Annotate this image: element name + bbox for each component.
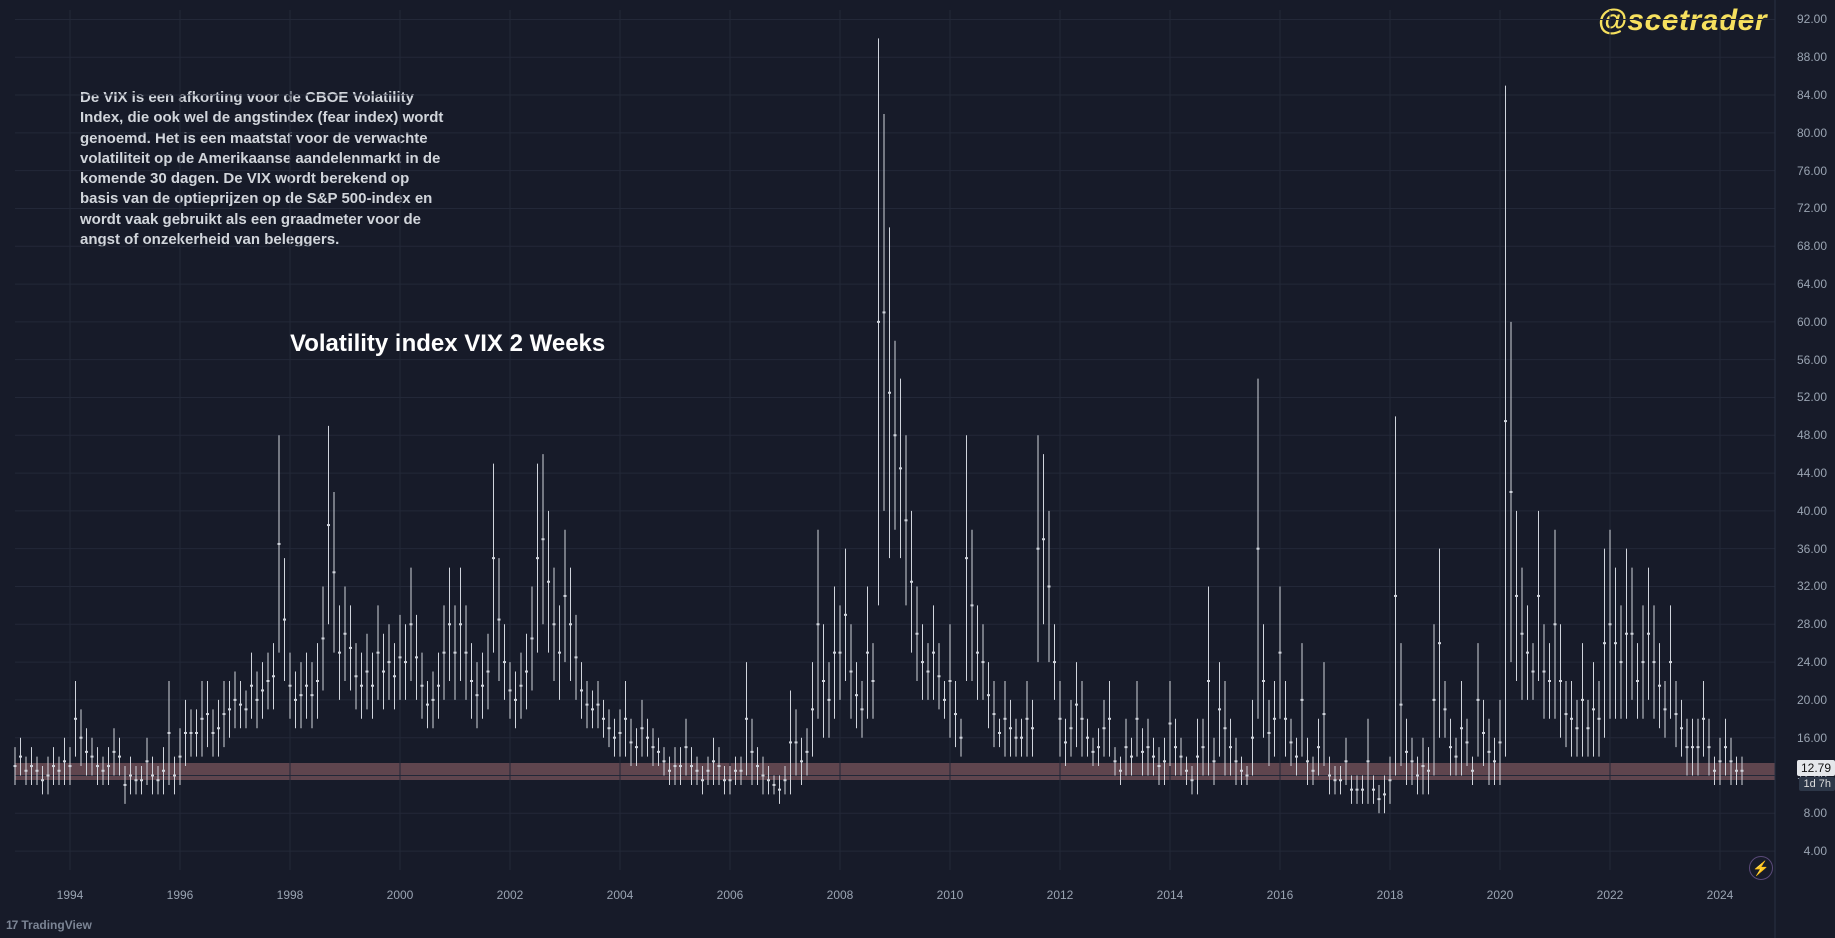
chart-svg[interactable]	[0, 0, 1835, 938]
x-tick-label: 2018	[1377, 888, 1404, 902]
x-tick-label: 2000	[387, 888, 414, 902]
y-tick-label: 4.00	[1804, 844, 1827, 858]
x-tick-label: 2006	[717, 888, 744, 902]
y-tick-label: 36.00	[1797, 542, 1827, 556]
y-tick-label: 16.00	[1797, 731, 1827, 745]
x-axis: 1994 1996 1998 2000 2002 2004 2006 2008 2010 2012…	[0, 888, 1835, 910]
y-tick-label: 60.00	[1797, 315, 1827, 329]
x-tick-label: 2004	[607, 888, 634, 902]
x-tick-label: 2010	[937, 888, 964, 902]
x-tick-label: 1996	[167, 888, 194, 902]
y-tick-label: 68.00	[1797, 239, 1827, 253]
y-axis: 4.008.0012.0016.0020.0024.0028.0032.0036…	[1780, 0, 1835, 938]
y-tick-label: 28.00	[1797, 617, 1827, 631]
goto-realtime-icon[interactable]: ⚡	[1749, 856, 1773, 880]
y-tick-label: 52.00	[1797, 390, 1827, 404]
x-tick-label: 1998	[277, 888, 304, 902]
x-tick-label: 2020	[1487, 888, 1514, 902]
x-tick-label: 2022	[1597, 888, 1624, 902]
x-tick-label: 2014	[1157, 888, 1184, 902]
x-tick-label: 1994	[57, 888, 84, 902]
x-tick-label: 2016	[1267, 888, 1294, 902]
y-tick-label: 44.00	[1797, 466, 1827, 480]
tradingview-logo: 17TradingView	[6, 918, 92, 932]
y-tick-label: 8.00	[1804, 806, 1827, 820]
y-tick-label: 20.00	[1797, 693, 1827, 707]
y-tick-label: 64.00	[1797, 277, 1827, 291]
x-tick-label: 2012	[1047, 888, 1074, 902]
y-tick-label: 48.00	[1797, 428, 1827, 442]
y-tick-label: 76.00	[1797, 164, 1827, 178]
countdown-tag: 1d 7h	[1799, 777, 1835, 791]
y-tick-label: 24.00	[1797, 655, 1827, 669]
x-tick-label: 2002	[497, 888, 524, 902]
x-tick-label: 2008	[827, 888, 854, 902]
y-tick-label: 56.00	[1797, 353, 1827, 367]
y-tick-label: 88.00	[1797, 50, 1827, 64]
y-tick-label: 92.00	[1797, 12, 1827, 26]
y-tick-label: 84.00	[1797, 88, 1827, 102]
current-price-tag: 12.79	[1797, 760, 1835, 776]
y-tick-label: 80.00	[1797, 126, 1827, 140]
x-tick-label: 2024	[1707, 888, 1734, 902]
y-tick-label: 32.00	[1797, 579, 1827, 593]
y-tick-label: 40.00	[1797, 504, 1827, 518]
y-tick-label: 72.00	[1797, 201, 1827, 215]
